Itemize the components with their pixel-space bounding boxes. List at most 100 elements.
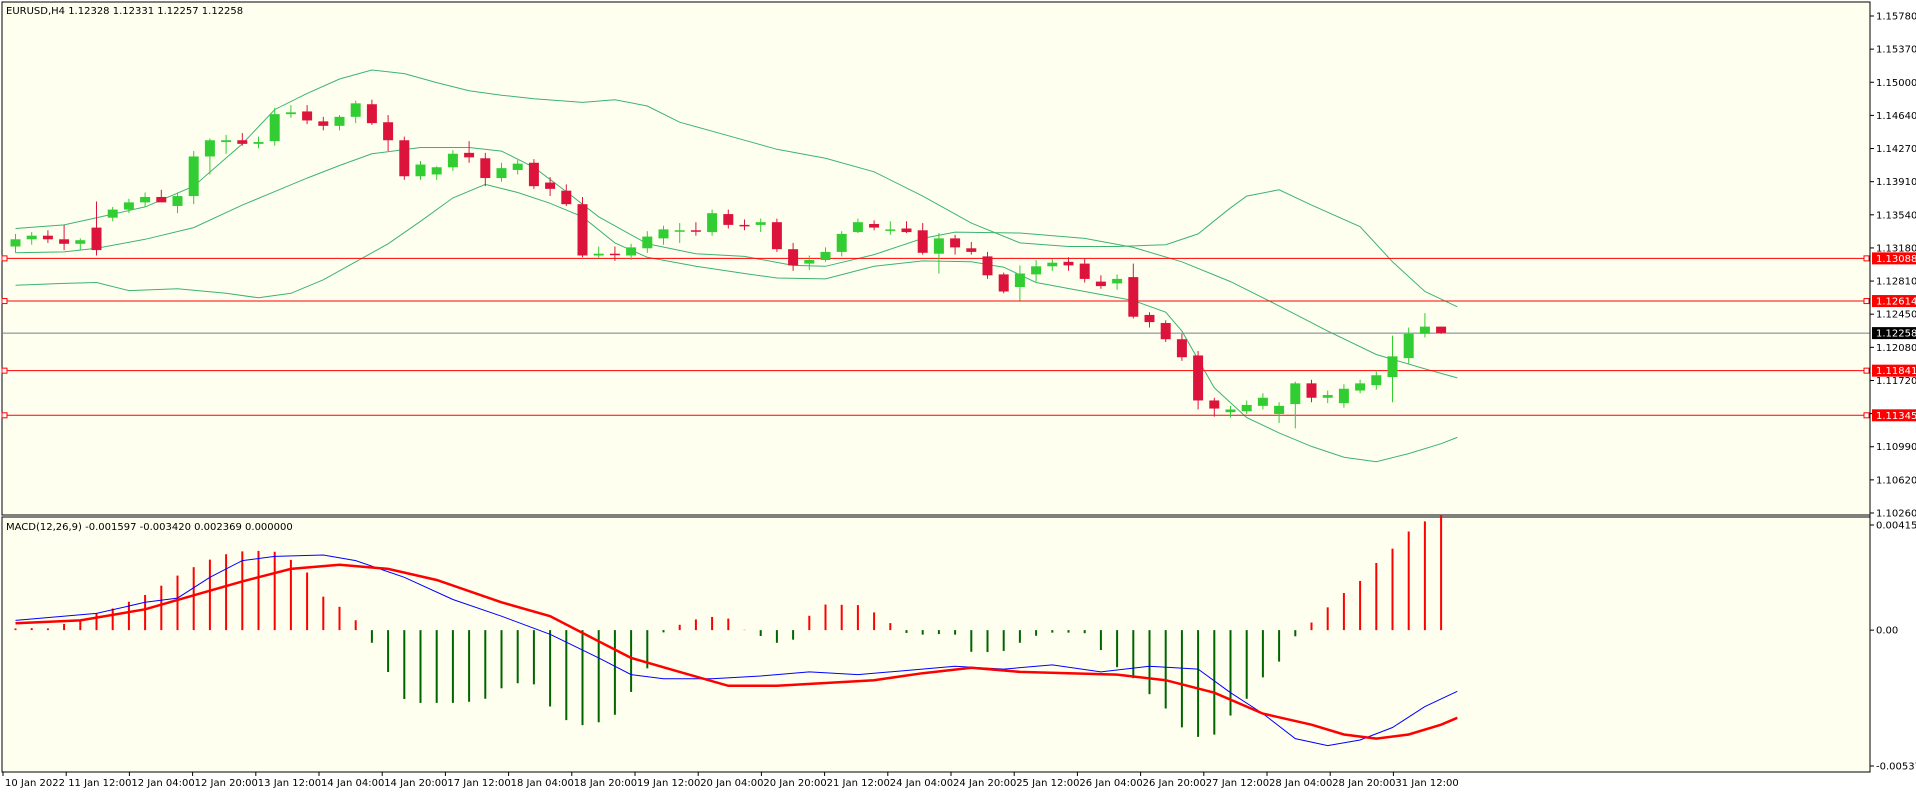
macd-header: MACD(12,26,9) -0.001597 -0.003420 0.0023…: [6, 522, 293, 533]
candle-body: [901, 228, 912, 233]
level-handle-right-1[interactable]: [1863, 255, 1870, 262]
time-axis-label: 28 Jan 04:00: [1269, 778, 1332, 789]
time-axis-label: 12 Jan 20:00: [195, 778, 258, 789]
candle-body: [334, 116, 345, 126]
candle-body: [253, 142, 264, 144]
candle-body: [447, 153, 458, 168]
candle-body: [593, 253, 604, 256]
candle-body: [399, 140, 410, 177]
candle-body: [1128, 277, 1139, 317]
time-axis-label: 31 Jan 12:00: [1395, 778, 1458, 789]
candle-body: [350, 103, 361, 117]
level-handle-right-2[interactable]: [1863, 298, 1870, 305]
time-axis-label: 18 Jan 20:00: [574, 778, 637, 789]
candle-body: [464, 152, 475, 158]
candle-body: [1014, 273, 1025, 288]
macd-main-line: [15, 554, 1458, 747]
candle-body: [1112, 278, 1123, 284]
macd-pane-background: [1, 516, 1871, 773]
candle-body: [237, 140, 248, 144]
candle-body: [1160, 323, 1171, 340]
level-handle-left-2[interactable]: [1, 298, 8, 305]
time-axis-label: 24 Jan 04:00: [890, 778, 953, 789]
candle-body: [577, 204, 588, 256]
candle-body: [1371, 375, 1382, 386]
candle-body: [156, 196, 167, 203]
bollinger-upper-band: [15, 69, 1458, 308]
candle-body: [366, 104, 377, 124]
candle-body: [609, 253, 620, 256]
candle-body: [59, 239, 70, 244]
time-axis-label: 20 Jan 04:00: [700, 778, 763, 789]
price-axis-label: 1.15370: [1876, 45, 1916, 56]
price-axis-label: 1.12810: [1876, 277, 1916, 288]
time-axis-label: 17 Jan 12:00: [447, 778, 510, 789]
price-axis-label: 1.12080: [1876, 343, 1916, 354]
candle-body: [690, 230, 701, 232]
candle-body: [188, 156, 199, 197]
time-axis-label: 14 Jan 04:00: [321, 778, 384, 789]
candle-body: [966, 248, 977, 252]
candle-body: [820, 251, 831, 260]
candle-body: [302, 111, 313, 121]
time-axis-label: 26 Jan 20:00: [1143, 778, 1206, 789]
candle-body: [723, 214, 734, 225]
price-axis-label: 1.13180: [1876, 243, 1916, 254]
level-price-label: 1.11345: [1876, 411, 1916, 422]
level-handle-left-1[interactable]: [1, 255, 8, 262]
candle-body: [1241, 404, 1252, 412]
level-handle-left-3[interactable]: [1, 367, 8, 374]
candle-body: [42, 235, 53, 240]
price-header: EURUSD,H4 1.12328 1.12331 1.12257 1.1225…: [6, 6, 243, 17]
candle-body: [1257, 397, 1268, 406]
candle-body: [642, 236, 653, 249]
level-price-tag: [1872, 295, 1916, 308]
level-price-label: 1.13088: [1876, 254, 1916, 265]
level-price-label: 1.11841: [1876, 366, 1916, 377]
time-axis-label: 11 Jan 12:00: [68, 778, 131, 789]
candle-body: [140, 196, 151, 203]
horizontal-levels[interactable]: [1, 255, 1870, 419]
candle-body: [285, 112, 296, 115]
candle-body: [626, 247, 637, 256]
candle-body: [26, 235, 37, 240]
candle-body: [707, 213, 718, 233]
candle-body: [431, 167, 442, 175]
macd-signal-line: [15, 563, 1458, 740]
candle-body: [1095, 281, 1106, 287]
time-axis-label: 20 Jan 20:00: [763, 778, 826, 789]
candle-body: [933, 238, 944, 254]
level-price-tag: [1872, 364, 1916, 377]
level-price-tag: [1872, 409, 1916, 422]
macd-histogram: [14, 515, 1443, 737]
level-handle-left-4[interactable]: [1, 412, 8, 419]
level-handle-right-4[interactable]: [1863, 412, 1870, 419]
candle-body: [512, 163, 523, 170]
time-axis-label: 13 Jan 12:00: [258, 778, 321, 789]
price-axis-label: 1.10260: [1876, 509, 1916, 520]
candle-body: [107, 209, 118, 218]
bollinger-lower-band: [15, 183, 1458, 463]
candle-body: [1306, 383, 1317, 398]
candle-body: [998, 274, 1009, 292]
macd-axis-label: -0.005372: [1876, 762, 1916, 773]
candle-body: [269, 114, 280, 142]
candle-body: [91, 227, 102, 251]
candle-body: [221, 140, 232, 143]
candle-body: [528, 162, 539, 187]
price-axis-label: 1.10990: [1876, 442, 1916, 453]
candle-body: [10, 239, 21, 247]
time-axis-label: 18 Jan 04:00: [511, 778, 574, 789]
candle-body: [204, 140, 215, 157]
time-axis-label: 24 Jan 20:00: [953, 778, 1016, 789]
price-axis-label: 1.14640: [1876, 111, 1916, 122]
candle-body: [1047, 262, 1058, 267]
bollinger-middle-band: [15, 147, 1458, 379]
candle-body: [804, 259, 815, 264]
time-axis-label: 26 Jan 04:00: [1079, 778, 1142, 789]
macd-axis-label: 0.00: [1876, 626, 1898, 637]
level-handle-right-3[interactable]: [1863, 367, 1870, 374]
candle-body: [852, 222, 863, 233]
